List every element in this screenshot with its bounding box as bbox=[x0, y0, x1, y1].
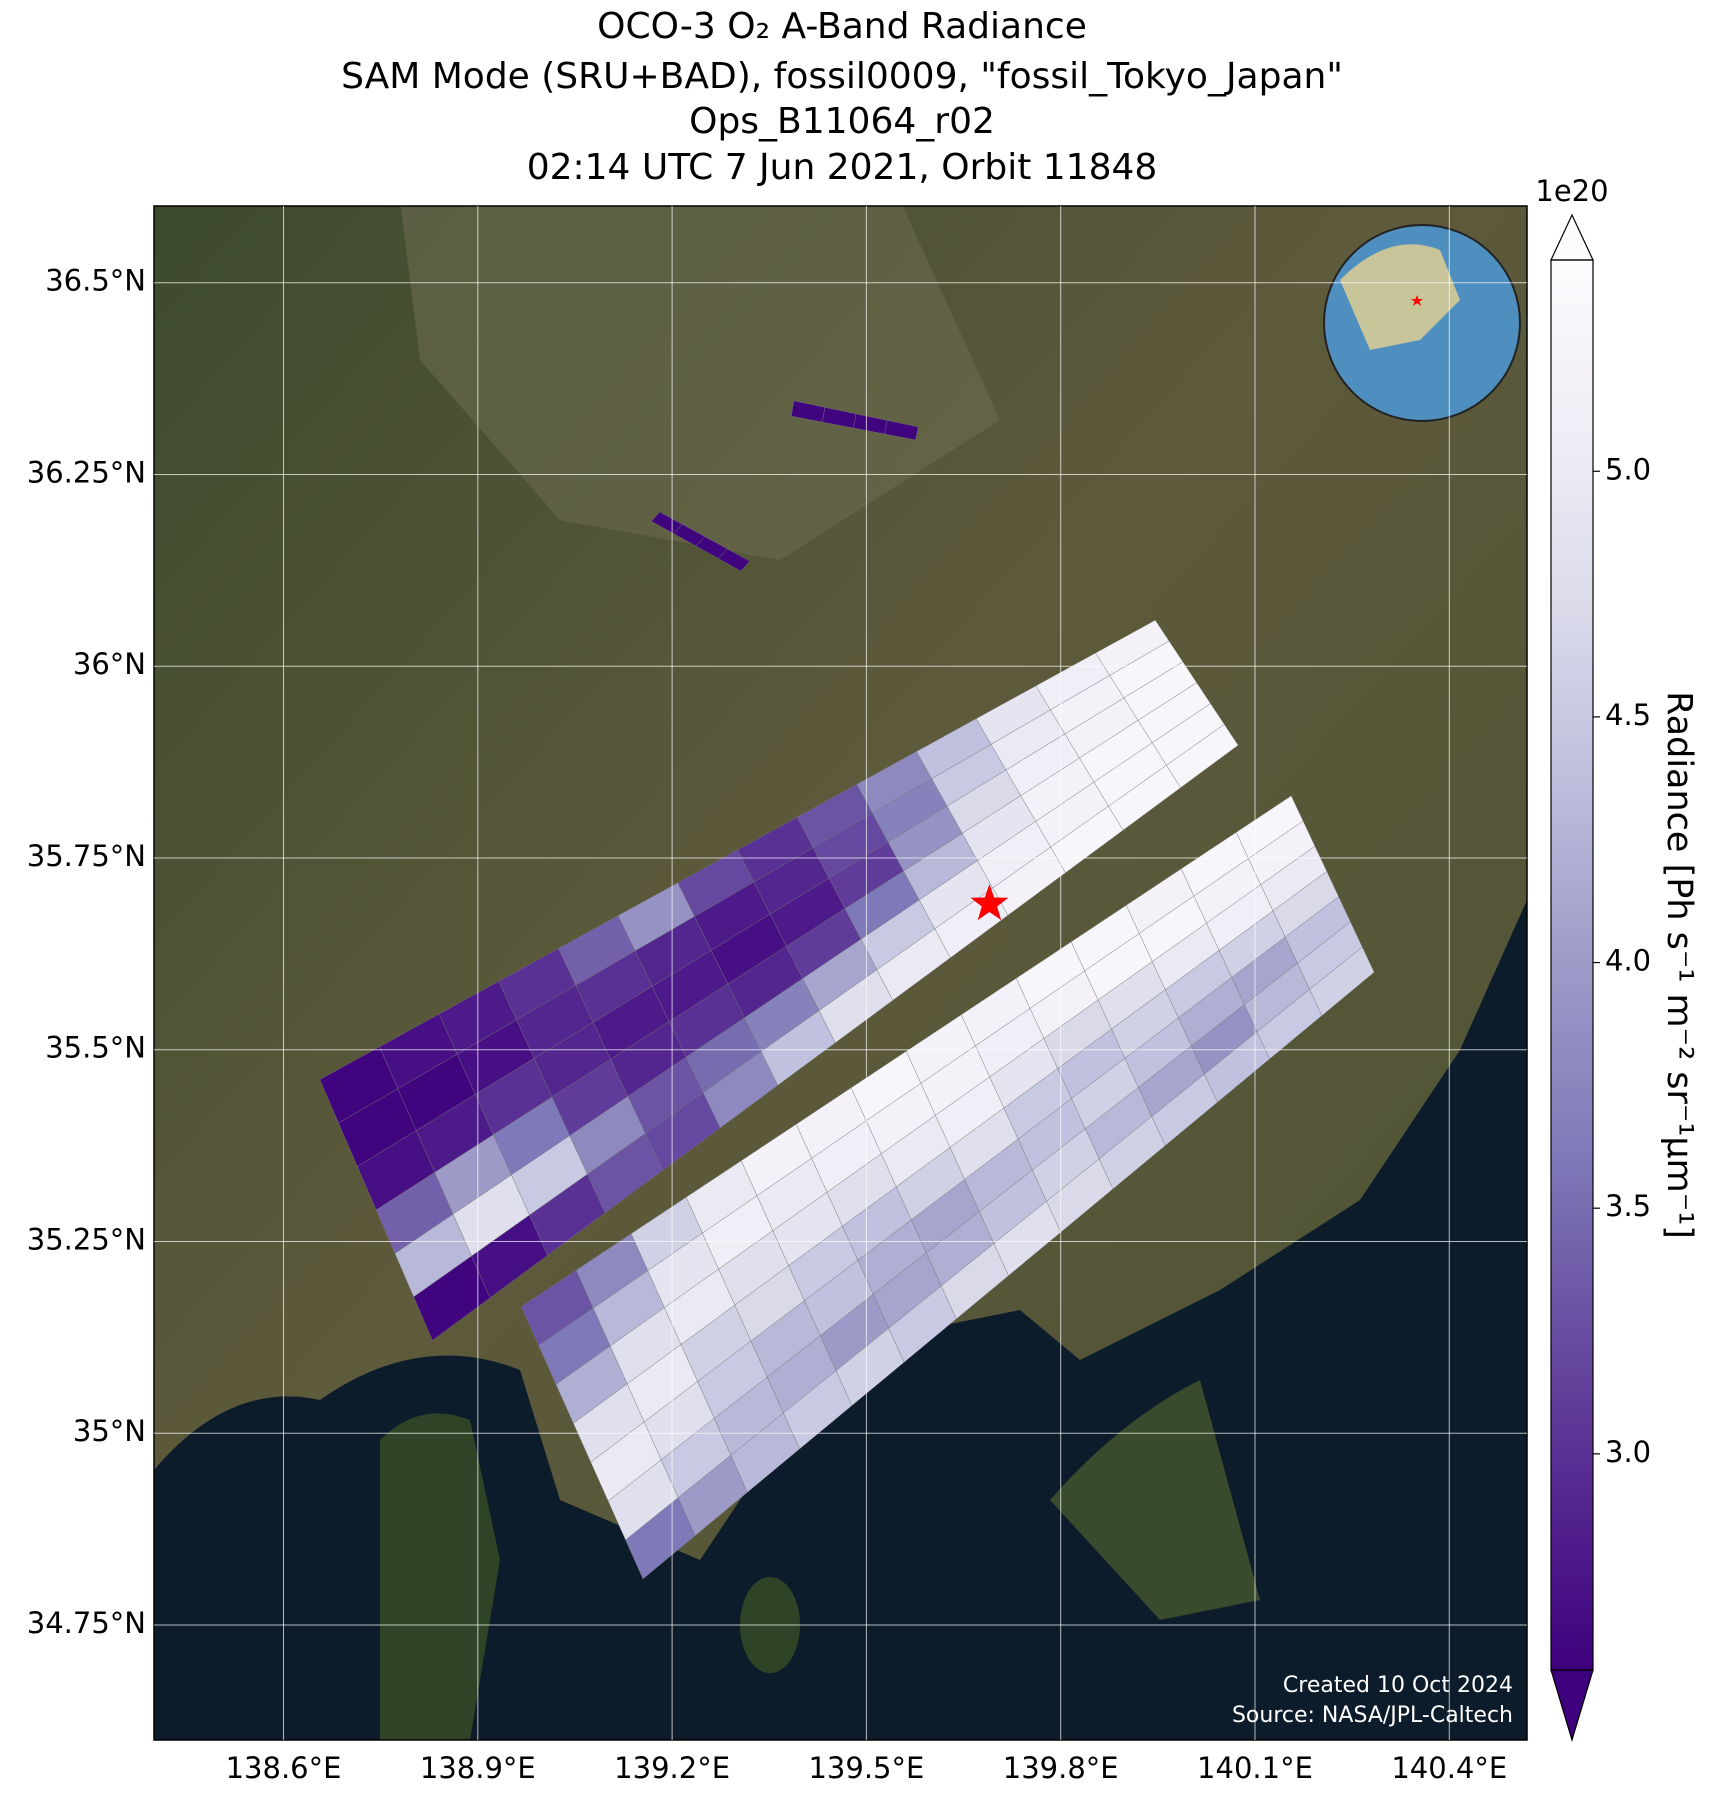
y-tick-label: 35.5°N bbox=[45, 1031, 146, 1065]
x-tick-label: 139.2°E bbox=[614, 1751, 730, 1785]
annotation: Created 10 Oct 2024 bbox=[1283, 1673, 1513, 1698]
footprint bbox=[1309, 946, 1375, 1016]
colorbar bbox=[1551, 260, 1593, 1670]
x-tick-label: 139.8°E bbox=[1003, 1751, 1119, 1785]
colorbar-label: Radiance [Ph s⁻¹ m⁻² sr⁻¹μm⁻¹] bbox=[1659, 691, 1699, 1239]
peninsula bbox=[1050, 1380, 1260, 1620]
site-marker bbox=[970, 883, 1009, 921]
y-tick-label: 35.75°N bbox=[27, 839, 146, 873]
plain bbox=[400, 206, 1000, 560]
y-tick-label: 36.25°N bbox=[27, 455, 146, 489]
footprint bbox=[1166, 724, 1239, 789]
colorbar-tick-label: 4.0 bbox=[1605, 944, 1651, 978]
footprint bbox=[718, 548, 751, 572]
title-line: SAM Mode (SRU+BAD), fossil0009, "fossil_… bbox=[341, 56, 1343, 97]
colorbar-tick-label: 5.0 bbox=[1605, 452, 1651, 486]
y-tick-label: 35.25°N bbox=[27, 1222, 146, 1256]
title-line: OCO-3 O₂ A-Band Radiance bbox=[597, 6, 1087, 47]
title-line: Ops_B11064_r02 bbox=[689, 101, 995, 142]
y-tick-label: 36.5°N bbox=[45, 264, 146, 298]
x-tick-label: 139.5°E bbox=[808, 1751, 924, 1785]
x-tick-label: 138.9°E bbox=[420, 1751, 536, 1785]
colorbar-offset: 1e20 bbox=[1535, 174, 1608, 208]
colorbar-extend bbox=[1550, 1669, 1594, 1743]
annotation: Source: NASA/JPL-Caltech bbox=[1232, 1703, 1513, 1728]
colorbar-extend bbox=[1550, 213, 1594, 261]
y-tick-label: 36°N bbox=[73, 647, 146, 681]
colorbar-tick-label: 3.0 bbox=[1605, 1435, 1651, 1469]
colorbar-tick-label: 4.5 bbox=[1605, 698, 1651, 732]
title-line: 02:14 UTC 7 Jun 2021, Orbit 11848 bbox=[527, 147, 1158, 188]
colorbar-frame bbox=[1550, 259, 1594, 1671]
colorbar-tick-label: 3.5 bbox=[1605, 1189, 1651, 1223]
x-tick-label: 140.4°E bbox=[1391, 1751, 1507, 1785]
footprint bbox=[884, 420, 919, 441]
globe-land bbox=[1340, 244, 1460, 350]
globe-marker bbox=[1411, 295, 1423, 306]
x-tick-label: 138.6°E bbox=[226, 1751, 342, 1785]
peninsula bbox=[380, 1413, 500, 1740]
y-tick-label: 34.75°N bbox=[27, 1606, 146, 1640]
x-tick-label: 140.1°E bbox=[1197, 1751, 1313, 1785]
y-tick-label: 35°N bbox=[73, 1414, 146, 1448]
data-layer bbox=[319, 400, 1375, 1580]
map-frame bbox=[153, 205, 1528, 1741]
